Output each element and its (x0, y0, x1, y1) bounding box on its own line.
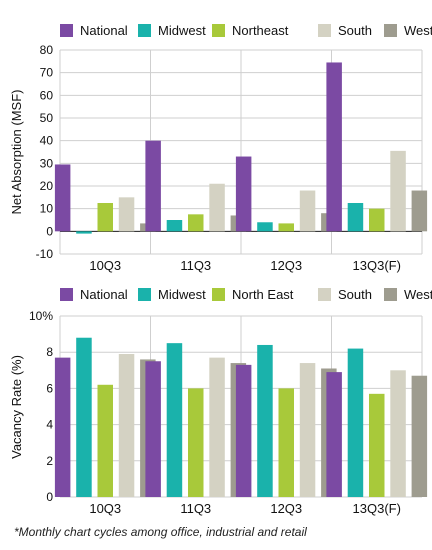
y-tick-label: 2 (46, 454, 53, 468)
x-category-label: 13Q3(F) (353, 258, 401, 273)
legend-label: Northeast (232, 22, 289, 38)
bar-south-13q3f (390, 370, 406, 497)
legend-label: North East (232, 286, 294, 302)
bar-midwest-12q3 (257, 222, 273, 232)
legend-label: National (80, 286, 128, 302)
bar-north-east-12q3 (278, 388, 294, 497)
bar-national-10q3 (54, 357, 71, 497)
legend-swatch (138, 23, 151, 37)
bar-south-12q3 (299, 363, 316, 497)
x-category-label: 10Q3 (89, 501, 121, 516)
bar-national-11q3 (145, 361, 161, 497)
bar-south-11q3 (209, 357, 225, 497)
y-tick-label: 10% (29, 309, 53, 323)
legend-item-midwest: Midwest (138, 19, 206, 41)
bar-midwest-10q3 (76, 337, 92, 497)
bar-south-10q3 (118, 197, 135, 232)
y-tick-label: 60 (40, 88, 54, 102)
bar-south-13q3f (390, 150, 406, 232)
bar-national-11q3 (145, 140, 161, 232)
footnote: *Monthly chart cycles among office, indu… (14, 525, 307, 539)
bar-national-10q3 (54, 164, 71, 232)
legend-swatch (212, 287, 225, 301)
bar-northeast-10q3 (97, 203, 113, 232)
chart-2: 0 2 4 6 8 10% 10Q3 11Q3 12Q3 13Q3(F) Vacancy Rate … (9, 309, 428, 516)
bar-midwest-10q3 (76, 231, 92, 234)
chart-1: -10 0 10 20 30 40 50 60 70 80 10Q3 11Q3 12Q3 13Q3(F) N… (9, 43, 428, 273)
y-tick-label: 6 (46, 381, 53, 395)
bar-national-12q3 (235, 156, 252, 232)
y-tick-label: 70 (40, 66, 54, 80)
bar-northeast-12q3 (278, 223, 294, 232)
bar-national-13q3f (326, 372, 342, 497)
y-tick-label: -10 (36, 247, 54, 261)
legend-swatch (384, 287, 397, 301)
legend-swatch (384, 23, 397, 37)
legend-label: South (338, 286, 372, 302)
x-category-label: 12Q3 (270, 258, 302, 273)
legend-item-midwest: Midwest (138, 283, 206, 305)
bar-midwest-12q3 (257, 344, 273, 497)
bar-midwest-13q3f (347, 348, 364, 497)
y-tick-label: 0 (46, 224, 53, 238)
y-axis-title: Net Absorption (MSF) (9, 90, 24, 215)
y-axis-title: Vacancy Rate (%) (9, 355, 24, 459)
legend-label: West (404, 22, 432, 38)
legend-label: South (338, 22, 372, 38)
bar-national-12q3 (235, 364, 252, 497)
y-tick-label: 10 (40, 202, 54, 216)
legend-label: National (80, 22, 128, 38)
bar-west-13q3f (411, 190, 428, 232)
legend-swatch (318, 287, 331, 301)
legend-swatch (60, 23, 73, 37)
legend-item-national: National (60, 283, 128, 305)
bar-midwest-13q3f (347, 203, 364, 232)
bar-north-east-13q3f (369, 393, 385, 497)
legend-swatch (60, 287, 73, 301)
bar-west-13q3f (411, 375, 428, 497)
x-category-label: 11Q3 (180, 258, 211, 273)
bar-south-11q3 (209, 183, 225, 232)
legend-label: Midwest (158, 22, 206, 38)
x-category-label: 10Q3 (89, 258, 121, 273)
bar-northeast-11q3 (188, 214, 204, 232)
legend-vacancy-rate: National Midwest North East South West (60, 283, 432, 305)
bar-midwest-11q3 (166, 220, 183, 232)
bar-north-east-10q3 (97, 384, 113, 497)
bar-national-13q3f (326, 62, 342, 232)
x-category-label: 12Q3 (270, 501, 302, 516)
y-tick-label: 20 (40, 179, 54, 193)
legend-net-absorption: National Midwest Northeast South West (60, 19, 432, 41)
y-tick-label: 40 (40, 134, 54, 148)
legend-item-national: National (60, 19, 128, 41)
y-tick-label: 80 (40, 43, 54, 57)
bar-north-east-11q3 (188, 388, 204, 497)
bar-northeast-13q3f (369, 208, 385, 232)
legend-item-south: South (318, 283, 372, 305)
legend-item-west: West (384, 19, 432, 41)
y-tick-label: 50 (40, 111, 54, 125)
legend-label: Midwest (158, 286, 206, 302)
legend-item-west: West (384, 283, 432, 305)
x-category-label: 11Q3 (180, 501, 211, 516)
legend-swatch (138, 287, 151, 301)
legend-item-south: South (318, 19, 372, 41)
legend-swatch (318, 23, 331, 37)
y-tick-label: 0 (46, 490, 53, 504)
legend-item-north-east: North East (212, 283, 293, 305)
legend-swatch (212, 23, 225, 37)
legend-item-northeast: Northeast (212, 19, 288, 41)
bar-midwest-11q3 (166, 343, 183, 497)
y-tick-label: 8 (46, 345, 53, 359)
y-tick-label: 30 (40, 156, 54, 170)
y-tick-label: 4 (46, 418, 53, 432)
bar-south-10q3 (118, 354, 135, 497)
x-category-label: 13Q3(F) (353, 501, 401, 516)
bar-south-12q3 (299, 190, 316, 232)
legend-label: West (404, 286, 432, 302)
